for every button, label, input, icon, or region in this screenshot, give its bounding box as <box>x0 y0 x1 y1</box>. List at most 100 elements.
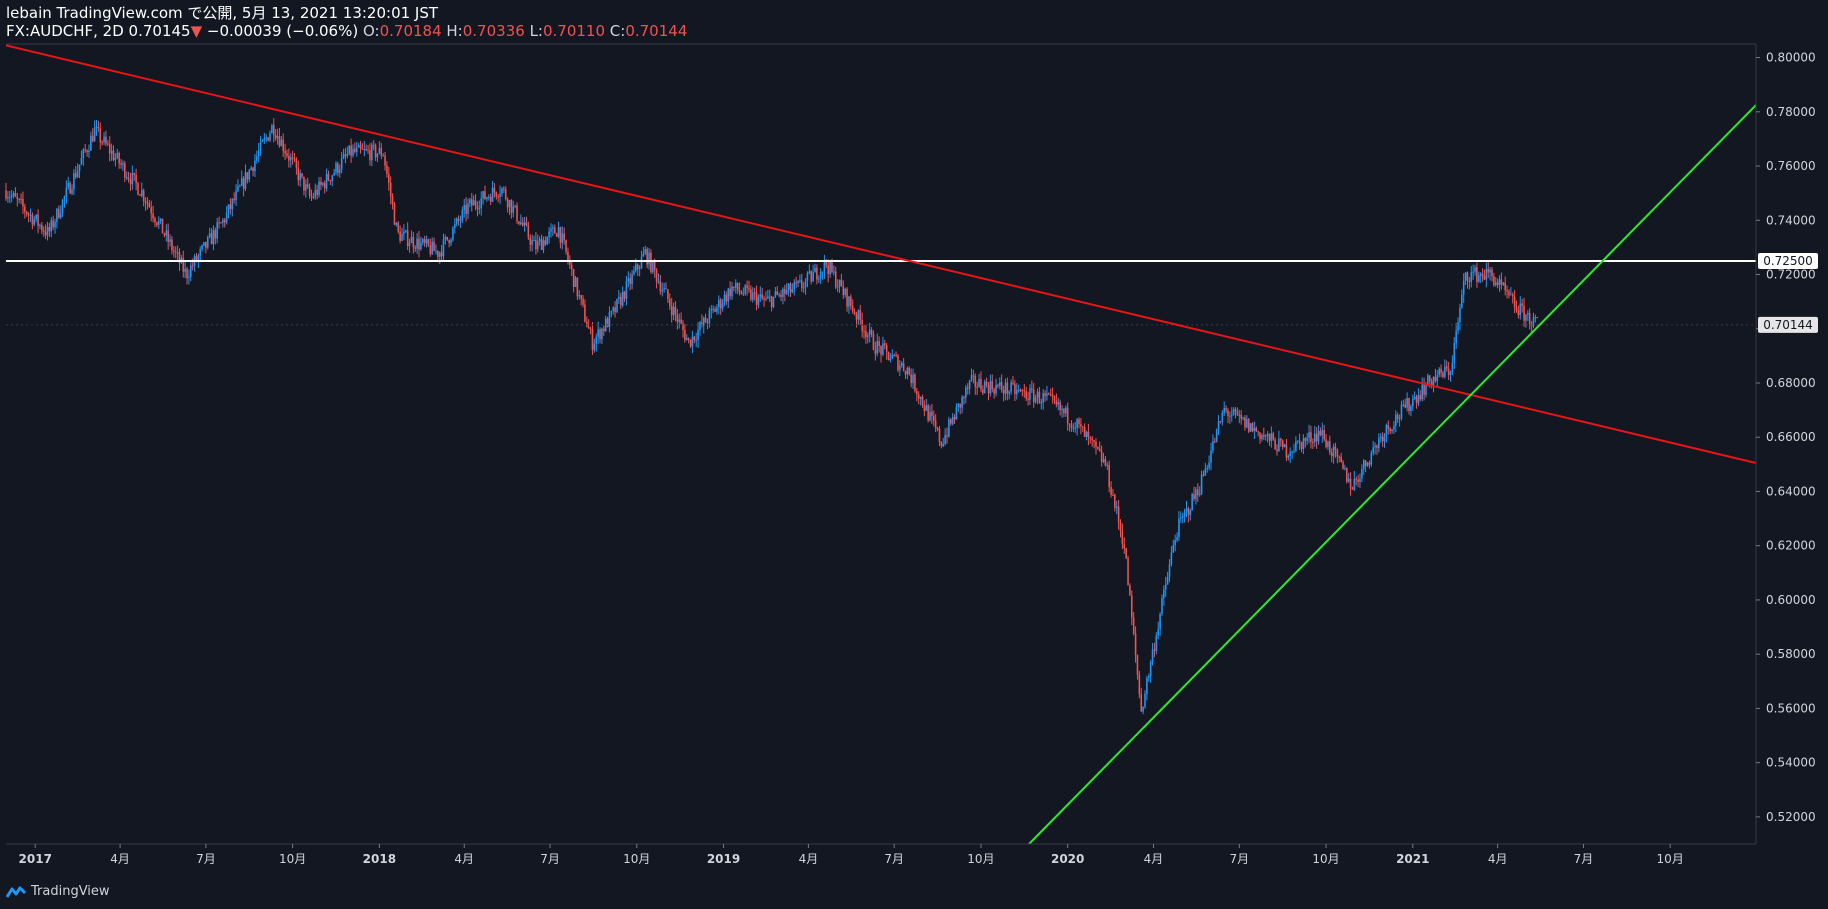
price-tick-label: 0.80000 <box>1766 51 1816 65</box>
time-tick-label: 7月 <box>884 852 904 866</box>
candle-body <box>1510 294 1512 296</box>
candle-body <box>1442 372 1444 377</box>
candle-body <box>816 267 818 280</box>
candle-body <box>521 222 524 226</box>
candle-body <box>340 158 343 170</box>
candle-body <box>156 222 158 226</box>
candle-body <box>127 177 130 180</box>
candle-body <box>84 149 87 151</box>
candle-body <box>355 147 358 152</box>
time-tick-label: 7月 <box>1574 852 1594 866</box>
candle-body <box>1502 282 1505 285</box>
candle-body <box>574 277 577 287</box>
candle-body <box>220 222 222 224</box>
candle-body <box>644 249 647 254</box>
candle-body <box>1008 391 1011 394</box>
candle-body <box>638 268 641 270</box>
candle-body <box>146 202 149 204</box>
candle-body <box>868 329 871 336</box>
candle-body <box>1308 432 1310 438</box>
candle-body <box>627 278 630 282</box>
candle-body <box>244 172 247 189</box>
candle-body <box>1164 584 1167 590</box>
candle-body <box>1032 389 1035 403</box>
candle-body <box>318 181 320 195</box>
resistance-trendline[interactable] <box>5 44 1757 464</box>
candle-body <box>750 289 752 300</box>
candle-body <box>708 310 711 324</box>
candle-body <box>242 178 245 189</box>
candle-body <box>401 233 403 241</box>
candle-body <box>1525 314 1527 321</box>
candle-body <box>1229 415 1231 417</box>
candle-body <box>59 213 62 218</box>
candle-body <box>808 271 811 273</box>
drawings-layer[interactable] <box>5 44 1757 845</box>
support-trendline[interactable] <box>1028 104 1757 845</box>
candle-body <box>1155 635 1158 651</box>
candle-body <box>1304 438 1307 441</box>
candle-body <box>82 149 85 158</box>
candle-body <box>957 403 960 407</box>
candle-body <box>525 222 528 226</box>
candle-body <box>29 214 32 216</box>
candle-body <box>604 318 607 332</box>
candle-body <box>333 172 335 176</box>
candle-body <box>86 150 88 153</box>
candle-body <box>955 406 958 420</box>
candle-body <box>1023 390 1026 392</box>
candle-body <box>235 190 237 201</box>
candle-body <box>912 374 914 384</box>
candle-body <box>1523 305 1525 321</box>
candle-body <box>1080 424 1082 427</box>
tradingview-branding[interactable]: TradingView <box>6 884 110 899</box>
candle-body <box>418 238 420 250</box>
candle-body <box>621 291 624 306</box>
candle-body <box>1259 432 1261 440</box>
candle-body <box>512 206 515 213</box>
candle-body <box>1281 440 1284 448</box>
candle-body <box>173 250 175 252</box>
candle-body <box>1072 427 1075 429</box>
candle-body <box>1527 312 1529 315</box>
high-value: 0.70336 <box>462 22 525 40</box>
symbol-label[interactable]: FX:AUDCHF, 2D <box>6 22 124 40</box>
candle-body <box>354 148 356 152</box>
candle-body <box>320 181 322 185</box>
candle-body <box>642 253 645 257</box>
candle-body <box>331 175 334 182</box>
candle-body <box>917 394 920 399</box>
price-axis[interactable]: 0.800000.780000.760000.740000.720000.700… <box>6 43 1818 844</box>
candle-body <box>1174 540 1176 546</box>
candle-body <box>1342 461 1344 469</box>
candle-body <box>1027 398 1029 400</box>
time-tick-label: 2021 <box>1396 852 1429 866</box>
candle-body <box>10 195 13 198</box>
candle-body <box>1383 434 1386 442</box>
candle-body <box>250 167 252 171</box>
down-arrow-icon: ▼ <box>190 22 203 40</box>
candle-body <box>906 367 909 375</box>
candle-body <box>1419 395 1422 400</box>
candle-body <box>942 443 945 447</box>
candle-body <box>222 219 224 223</box>
candle-body <box>993 389 995 394</box>
candle-body <box>325 173 328 189</box>
candle-body <box>1270 433 1273 441</box>
candle-body <box>885 345 888 352</box>
candle-body <box>427 239 430 246</box>
candle-body <box>633 270 635 275</box>
candle-body <box>553 227 556 234</box>
candle-body <box>91 135 94 142</box>
candle-body <box>374 145 377 158</box>
candle-body <box>1044 393 1046 396</box>
time-axis[interactable]: 2017 4月 7月 10月 2018 4月 7月 10月 2019 4月 7月 10月 2020 4月 7… <box>6 843 1756 866</box>
candle-body <box>1389 428 1391 431</box>
candle-body <box>734 282 737 288</box>
candle-body <box>563 233 565 241</box>
candle-body <box>474 200 477 206</box>
candle-body <box>71 189 73 194</box>
candle-body <box>176 252 179 254</box>
candle-body <box>1406 397 1408 408</box>
